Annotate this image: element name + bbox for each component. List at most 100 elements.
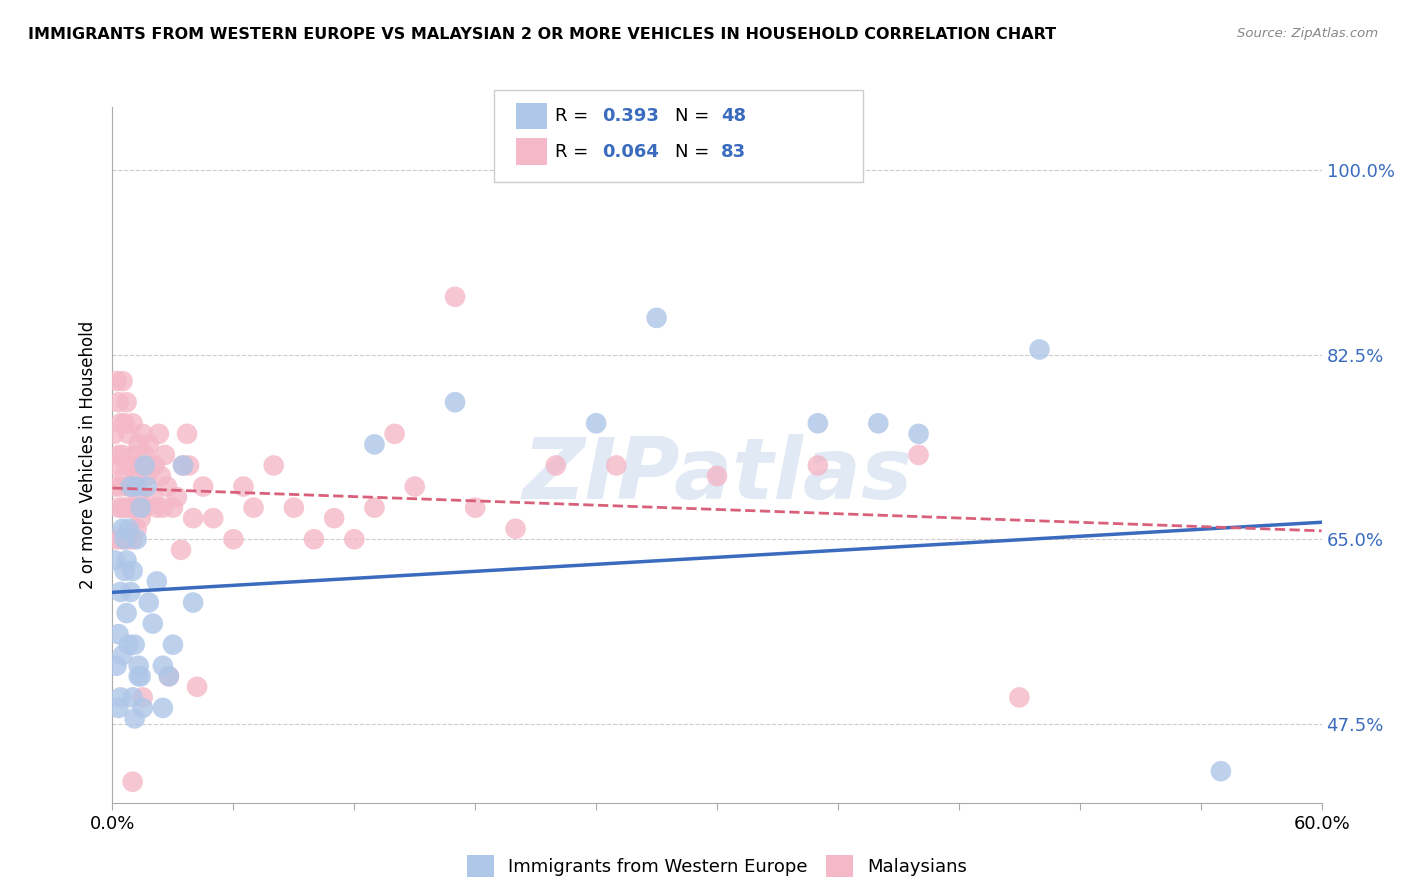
Point [121,564,143,578]
Point [115,500,138,515]
Legend: Immigrants from Western Europe, Malaysians: Immigrants from Western Europe, Malaysia… [460,847,974,884]
Text: 83: 83 [721,143,747,161]
Point [125,469,148,483]
Point [177,458,200,473]
Point [107,627,129,641]
Point [128,490,150,504]
Text: ZIPatlas: ZIPatlas [522,434,912,517]
Point [1008,690,1031,705]
Point [129,511,152,525]
Point [117,638,139,652]
Point [110,417,132,431]
Point [124,500,146,515]
Point [176,426,198,441]
Point [132,426,155,441]
Point [110,479,132,493]
Point [138,595,160,609]
Point [139,458,162,473]
Point [114,533,136,547]
Point [129,669,152,683]
Text: N =: N = [675,107,714,125]
Point [153,448,176,462]
Point [202,511,225,525]
Point [128,669,150,683]
Point [152,658,174,673]
Point [444,395,467,409]
Point [343,533,366,547]
Point [117,533,139,547]
Point [302,533,325,547]
Point [103,479,125,493]
Point [907,426,929,441]
Point [114,564,136,578]
Point [152,701,174,715]
Point [605,458,627,473]
Point [807,458,830,473]
Point [170,542,193,557]
Point [323,511,346,525]
Point [121,479,143,493]
Point [120,585,142,599]
Point [111,374,134,388]
Point [181,595,204,609]
Point [149,469,172,483]
Point [117,426,139,441]
Text: IMMIGRANTS FROM WESTERN EUROPE VS MALAYSIAN 2 OR MORE VEHICLES IN HOUSEHOLD CORR: IMMIGRANTS FROM WESTERN EUROPE VS MALAYS… [28,27,1056,42]
Point [242,500,264,515]
Point [172,458,194,473]
Point [143,458,166,473]
Point [444,290,467,304]
Text: N =: N = [675,143,714,161]
Point [363,437,385,451]
Point [283,500,305,515]
Point [505,522,527,536]
Point [111,648,134,663]
Point [162,500,184,515]
Point [132,701,155,715]
Point [124,638,146,652]
Point [166,490,188,504]
Point [544,458,567,473]
Point [115,458,138,473]
Point [111,522,134,536]
Point [128,437,150,451]
Point [105,533,128,547]
Point [142,490,165,504]
Text: 0.393: 0.393 [602,107,658,125]
Point [125,522,148,536]
Point [117,522,139,536]
Point [107,500,129,515]
Point [222,533,245,547]
Point [363,500,385,515]
Point [585,417,607,431]
Point [134,500,156,515]
Point [146,574,169,589]
Point [125,533,148,547]
Point [135,469,157,483]
Point [128,658,150,673]
Point [115,606,138,620]
Y-axis label: 2 or more Vehicles in Household: 2 or more Vehicles in Household [79,321,97,589]
Text: R =: R = [555,143,595,161]
Point [121,417,143,431]
Point [135,479,157,493]
Point [110,533,132,547]
Point [120,458,142,473]
Point [148,426,170,441]
Point [384,426,406,441]
Point [129,500,152,515]
Point [110,585,132,599]
Text: R =: R = [555,107,595,125]
Point [120,479,142,493]
Point [868,417,890,431]
Point [105,658,128,673]
Point [186,680,208,694]
Point [157,669,180,683]
Point [114,533,136,547]
Point [103,426,125,441]
Point [907,448,929,462]
Point [232,479,254,493]
Point [103,553,125,567]
Text: 48: 48 [721,107,747,125]
Point [121,774,143,789]
